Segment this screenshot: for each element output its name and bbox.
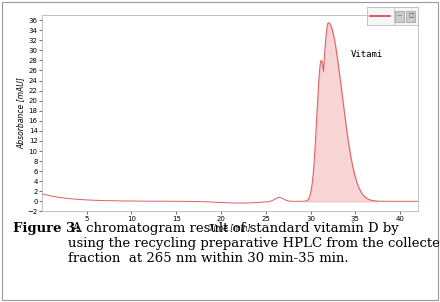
Bar (407, 11, 415, 22)
Text: Vitami: Vitami (351, 50, 383, 59)
X-axis label: Time [min]: Time [min] (209, 223, 251, 232)
Text: —: — (397, 14, 403, 18)
Y-axis label: Absorbance [mAU]: Absorbance [mAU] (17, 77, 26, 149)
Bar (395, 11, 404, 22)
Text: □: □ (408, 14, 414, 18)
Text: A chromatogram result of standard vitamin D by
using the recycling preparative H: A chromatogram result of standard vitami… (68, 222, 440, 265)
Text: Figure 3:: Figure 3: (13, 222, 81, 235)
